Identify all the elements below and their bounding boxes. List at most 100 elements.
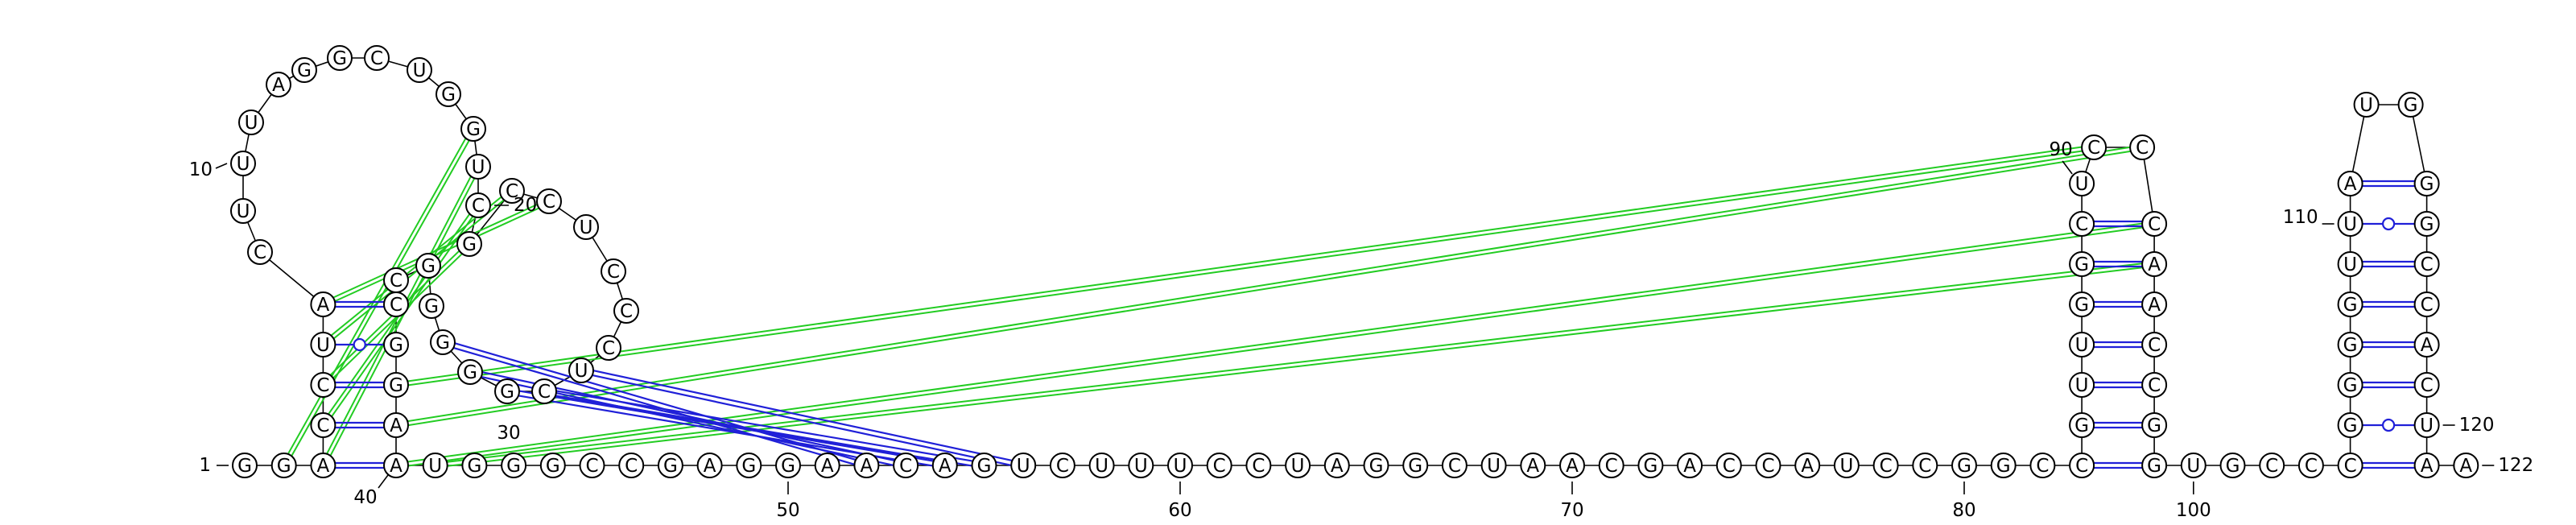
nucleotide-circle: [232, 453, 258, 478]
nucleotide-circle: [736, 453, 762, 478]
nucleotide: C: [2129, 134, 2156, 160]
nucleotide: G: [2069, 412, 2095, 438]
nucleotide-letter: A: [2459, 456, 2472, 477]
nucleotide-circle: [696, 453, 723, 478]
nucleotide: C: [1598, 453, 1624, 478]
nucleotide: C: [1245, 453, 1272, 478]
nucleotide: G: [657, 453, 683, 478]
nucleotide-circle: [430, 329, 456, 355]
nucleotide-circle: [853, 453, 880, 478]
nucleotide-circle: [613, 298, 639, 324]
nucleotide: C: [2297, 453, 2324, 478]
position-label: 70: [1560, 500, 1583, 521]
position-label: 40: [353, 487, 377, 508]
nucleotide: C: [1715, 453, 1742, 478]
nucleotide-letter: C: [2148, 335, 2161, 356]
nucleotide: G: [2413, 171, 2440, 196]
nucleotide-letter: A: [1566, 456, 1579, 477]
nucleotide-letter: U: [472, 157, 485, 178]
nucleotide: C: [310, 372, 336, 398]
nucleotide-letter: C: [254, 242, 266, 263]
nucleotide-letter: G: [500, 382, 514, 403]
nucleotide: C: [364, 45, 390, 71]
nucleotide-circle: [2337, 171, 2363, 196]
nucleotide: A: [2413, 332, 2440, 358]
nucleotide-letter: C: [370, 48, 383, 69]
nucleotide-letter: U: [1134, 456, 1148, 477]
nucleotide: C: [2069, 211, 2095, 237]
nucleotide-circle: [2069, 412, 2095, 438]
nucleotide-circle: [310, 291, 336, 317]
nucleotide-letter: U: [580, 217, 593, 238]
base-pair-line: [454, 342, 857, 461]
nucleotide-circle: [2141, 291, 2168, 317]
nucleotide-letter: C: [2421, 295, 2434, 316]
nucleotide-circle: [1715, 453, 1742, 478]
base-pair-line: [453, 347, 855, 465]
nucleotide: G: [971, 453, 997, 478]
nucleotide: G: [430, 329, 456, 355]
nucleotide: G: [2069, 291, 2095, 317]
nucleotide-circle: [383, 291, 409, 317]
nucleotide: C: [2069, 453, 2095, 478]
nucleotide: G: [2141, 453, 2168, 478]
nucleotide-letter: A: [1801, 456, 1814, 477]
nucleotide-letter: A: [2421, 335, 2434, 356]
nucleotide: U: [407, 57, 432, 83]
nucleotide: U: [422, 453, 448, 478]
nucleotide-circle: [2413, 453, 2440, 478]
nucleotide-circle: [422, 453, 448, 478]
nucleotide: C: [2141, 211, 2168, 237]
nucleotide-letter: A: [317, 295, 330, 316]
nucleotide-circle: [2259, 453, 2285, 478]
nucleotide-letter: U: [2359, 95, 2373, 116]
nucleotide-circle: [2069, 332, 2095, 358]
pseudoknot-line: [435, 261, 2154, 465]
nucleotide-circle: [1323, 453, 1350, 478]
nucleotide-letter: C: [506, 181, 518, 202]
nucleotide: C: [2413, 372, 2440, 398]
base-pair-layer: [335, 180, 2415, 469]
nucleotide: G: [1402, 453, 1429, 478]
nucleotide-circle: [931, 453, 958, 478]
pseudoknot-line: [395, 144, 2142, 424]
nucleotide: A: [1677, 453, 1703, 478]
nucleotide-circle: [2337, 211, 2363, 237]
nucleotide-letter: C: [607, 262, 620, 283]
nucleotide-letter: A: [2148, 254, 2161, 275]
nucleotide-letter: C: [620, 301, 633, 322]
nucleotide-letter: A: [1331, 456, 1344, 477]
nucleotide: C: [596, 335, 621, 361]
nucleotide-letter: G: [506, 456, 521, 477]
nucleotide: G: [2337, 372, 2363, 398]
nucleotide-circle: [2069, 251, 2095, 277]
nucleotide-letter: G: [2074, 415, 2089, 436]
nucleotide-letter: C: [543, 192, 555, 213]
nucleotide: A: [310, 453, 336, 478]
nucleotide-letter: C: [1056, 456, 1069, 477]
nucleotide: G: [736, 453, 762, 478]
nucleotide: C: [2141, 372, 2168, 398]
nucleotide-letter: U: [1291, 456, 1305, 477]
nucleotide-circle: [1049, 453, 1075, 478]
nucleotide: G: [1990, 453, 2017, 478]
nucleotide: C: [499, 178, 525, 204]
nucleotide: U: [2337, 211, 2363, 237]
nucleotide: A: [1559, 453, 1585, 478]
nucleotide: U: [2180, 453, 2207, 478]
nucleotide: U: [1010, 453, 1037, 478]
nucleotide-circle: [436, 81, 461, 107]
nucleotide: U: [1167, 453, 1193, 478]
nucleotide-circle: [415, 253, 441, 279]
nucleotide-circle: [1088, 453, 1115, 478]
nucleotide: C: [536, 188, 562, 214]
nucleotide-circle: [310, 372, 336, 398]
nucleotide-circle: [814, 453, 840, 478]
nucleotide-letter: C: [2265, 456, 2278, 477]
nucleotide: C: [383, 291, 409, 317]
nucleotide-circle: [2297, 453, 2324, 478]
nucleotide-circle: [383, 332, 409, 358]
nucleotide: U: [1285, 453, 1311, 478]
wobble-pair-marker: [353, 337, 366, 352]
nucleotide-circle: [230, 198, 256, 224]
